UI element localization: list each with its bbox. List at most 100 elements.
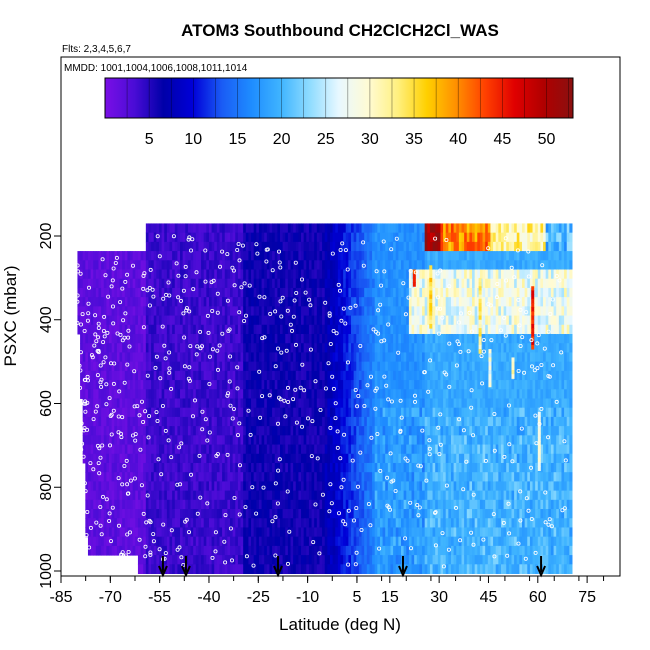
heatmap-cell xyxy=(324,527,328,538)
heatmap-cell xyxy=(124,251,128,261)
heatmap-cell xyxy=(180,426,184,436)
heatmap-cell xyxy=(230,297,234,307)
heatmap-cell xyxy=(361,509,365,519)
heatmap-cell xyxy=(408,398,413,409)
heatmap-cell xyxy=(256,232,260,243)
heatmap-cell xyxy=(266,223,270,234)
heatmap-cell xyxy=(87,416,92,427)
heatmap-cell xyxy=(109,324,113,335)
heatmap-cell xyxy=(411,472,415,482)
heatmap-cell xyxy=(172,361,176,372)
heatmap-cell xyxy=(124,297,128,307)
heatmap-cell xyxy=(185,352,189,363)
heatmap-cell xyxy=(422,536,426,547)
heatmap-cell xyxy=(261,333,265,344)
heatmap-cell xyxy=(135,518,139,528)
heatmap-cell xyxy=(222,343,226,353)
heatmap-cell xyxy=(232,287,236,298)
heatmap-cell xyxy=(414,223,418,234)
heatmap-cell xyxy=(314,545,318,556)
heatmap-cell xyxy=(235,416,239,427)
heatmap-cell xyxy=(137,527,142,538)
heatmap-cell xyxy=(277,287,281,298)
heatmap-cell xyxy=(111,444,115,455)
heatmap-cell xyxy=(87,545,92,556)
heatmap-cell xyxy=(166,297,171,307)
heatmap-cell xyxy=(385,352,389,363)
heatmap-cell xyxy=(182,407,186,418)
heatmap-cell xyxy=(364,287,368,298)
heatmap-cell xyxy=(379,435,384,446)
heatmap-cell xyxy=(140,306,144,317)
heatmap-cell xyxy=(216,518,220,528)
heatmap-cell xyxy=(232,407,236,418)
heatmap-cell xyxy=(256,361,260,372)
heatmap-cell xyxy=(93,509,97,519)
heatmap-cell xyxy=(298,333,302,344)
heatmap-cell xyxy=(93,389,97,399)
heatmap-cell xyxy=(216,536,220,547)
heatmap-cell xyxy=(308,472,313,482)
heatmap-cell xyxy=(411,462,415,473)
heatmap-cell xyxy=(401,297,405,307)
heatmap-cell xyxy=(369,352,373,363)
heatmap-cell xyxy=(253,333,257,344)
heatmap-cell xyxy=(301,241,305,252)
heatmap-cell xyxy=(90,251,94,261)
heatmap-cell xyxy=(369,462,373,473)
heatmap-cell xyxy=(258,564,263,575)
heatmap-cell xyxy=(208,352,213,363)
heatmap-cell xyxy=(298,370,302,381)
heatmap-cell xyxy=(222,260,226,270)
heatmap-cell xyxy=(348,481,352,492)
heatmap-cell xyxy=(258,269,263,280)
heatmap-cell xyxy=(398,389,402,399)
heatmap-cell xyxy=(230,453,234,464)
heatmap-cell xyxy=(314,398,318,409)
heatmap-cell xyxy=(206,426,210,436)
heatmap-cell xyxy=(393,426,397,436)
heatmap-cell xyxy=(266,306,270,317)
heatmap-cell xyxy=(243,481,247,492)
heatmap-cell xyxy=(406,306,410,317)
heatmap-cell xyxy=(187,278,192,289)
heatmap-cell xyxy=(240,315,244,326)
heatmap-cell xyxy=(180,564,184,575)
heatmap-cell xyxy=(419,232,423,243)
heatmap-cell xyxy=(261,499,265,510)
heatmap-cell xyxy=(295,407,299,418)
heatmap-cell xyxy=(124,490,128,501)
heatmap-cell xyxy=(114,260,118,270)
heatmap-cell xyxy=(351,527,355,538)
heatmap-cell xyxy=(361,490,365,501)
heatmap-cell xyxy=(274,426,278,436)
heatmap-cell xyxy=(356,343,360,353)
heatmap-cell xyxy=(111,380,115,390)
heatmap-cell xyxy=(177,333,181,344)
heatmap-cell xyxy=(298,444,302,455)
heatmap-cell xyxy=(111,269,115,280)
heatmap-cell xyxy=(219,555,223,565)
heatmap-cell xyxy=(280,536,284,547)
heatmap-cell xyxy=(369,426,373,436)
heatmap-cell xyxy=(269,545,273,556)
heatmap-cell xyxy=(180,499,184,510)
heatmap-cell xyxy=(366,232,370,243)
heatmap-cell xyxy=(82,370,86,381)
heatmap-cell xyxy=(432,380,436,390)
heatmap-cell xyxy=(201,269,205,280)
heatmap-cell xyxy=(311,462,315,473)
heatmap-cell xyxy=(172,370,176,381)
heatmap-cell xyxy=(411,416,415,427)
heatmap-cell xyxy=(243,527,247,538)
heatmap-cell xyxy=(169,518,173,528)
heatmap-cell xyxy=(190,306,194,317)
heatmap-cell xyxy=(201,251,205,261)
heatmap-cell xyxy=(116,324,121,335)
heatmap-cell xyxy=(124,361,128,372)
heatmap-cell xyxy=(148,462,152,473)
heatmap-cell xyxy=(227,315,231,326)
heatmap-cell xyxy=(395,269,399,280)
heatmap-cell xyxy=(358,435,363,446)
heatmap-cell xyxy=(403,398,407,409)
